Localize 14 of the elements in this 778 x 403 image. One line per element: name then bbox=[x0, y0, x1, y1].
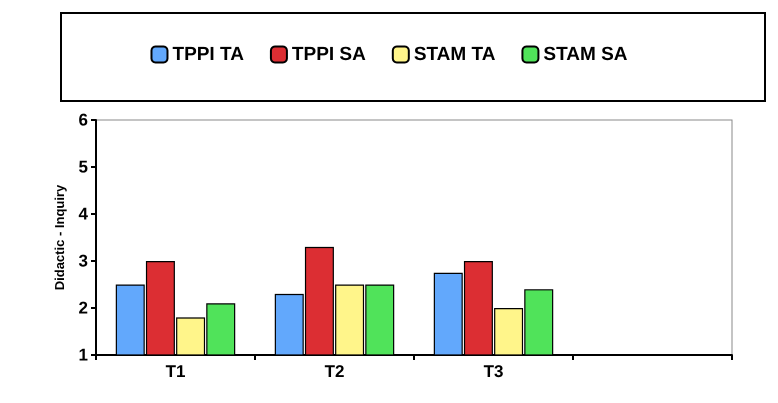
y-tick-label: 4 bbox=[78, 204, 89, 224]
x-tick-label: T2 bbox=[324, 362, 344, 381]
y-tick-label: 2 bbox=[78, 298, 88, 318]
y-tick-label: 3 bbox=[78, 252, 88, 270]
y-tick-label: 5 bbox=[78, 158, 88, 176]
y-tick-label: 1 bbox=[78, 346, 88, 364]
legend-label: TPPI SA bbox=[292, 44, 366, 65]
x-tick-label: T3 bbox=[484, 362, 504, 381]
legend-label: TPPI TA bbox=[172, 44, 244, 65]
legend-label: STAM TA bbox=[414, 44, 496, 65]
legend-label: STAM SA bbox=[543, 44, 628, 65]
y-tick-label: 6 bbox=[78, 110, 88, 130]
y-axis-title: Didactic - Inquiry bbox=[52, 184, 67, 290]
x-tick-label: T1 bbox=[166, 362, 186, 381]
